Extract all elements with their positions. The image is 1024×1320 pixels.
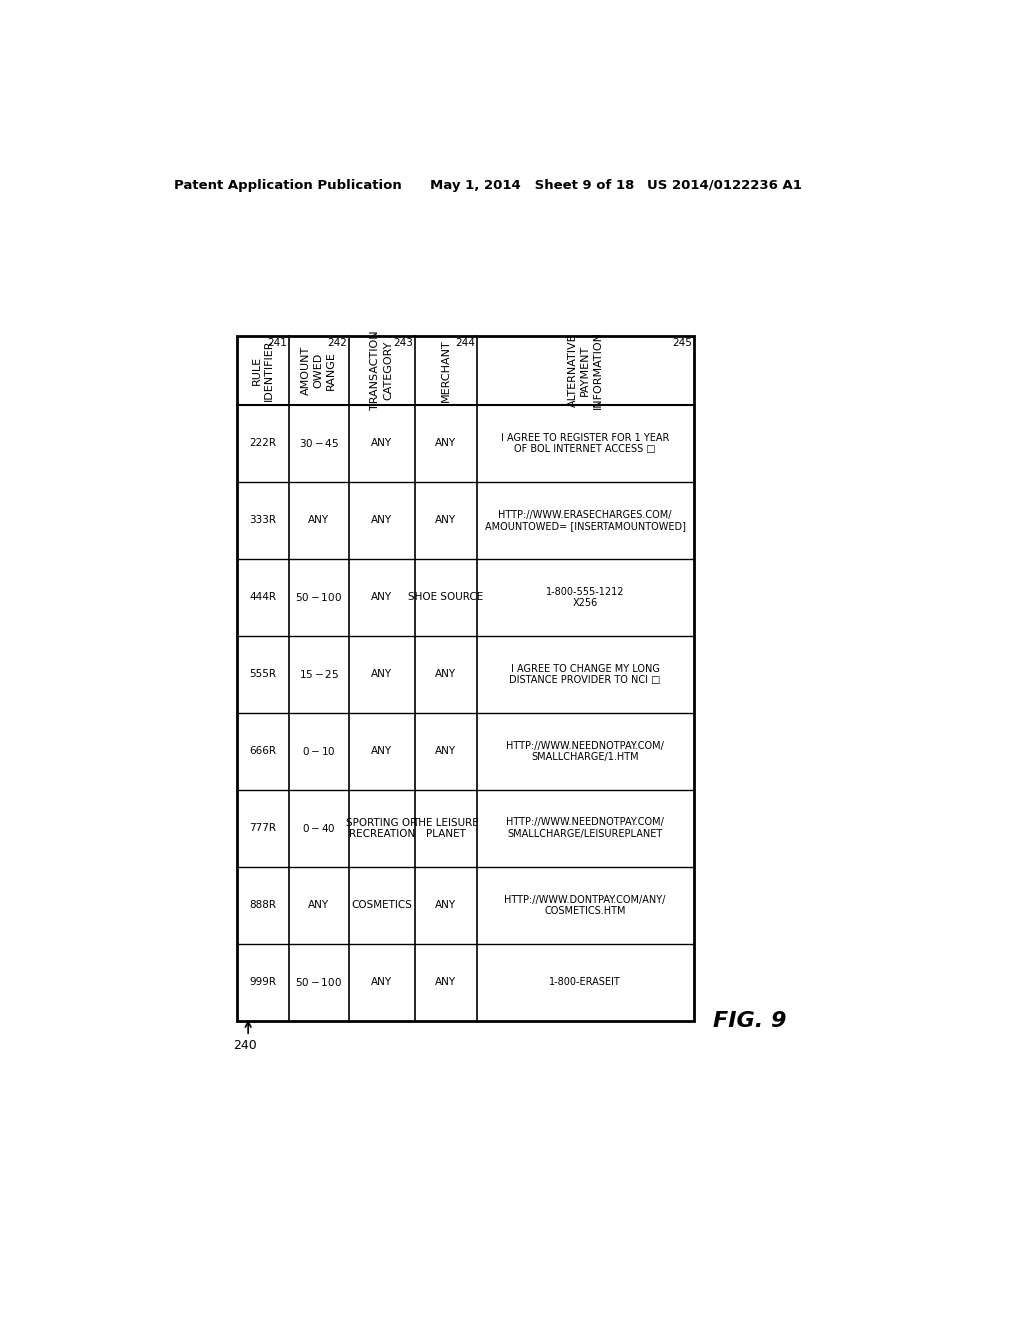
Text: ANY: ANY	[371, 977, 392, 987]
Text: ANY: ANY	[435, 438, 457, 449]
Text: HTTP://WWW.NEEDNOTPAY.COM/
SMALLCHARGE/LEISUREPLANET: HTTP://WWW.NEEDNOTPAY.COM/ SMALLCHARGE/L…	[506, 817, 665, 840]
Text: TRANSACTION
CATEGORY: TRANSACTION CATEGORY	[371, 330, 393, 411]
Text: $0 - $10: $0 - $10	[302, 746, 336, 758]
Text: US 2014/0122236 A1: US 2014/0122236 A1	[647, 178, 802, 191]
Text: ANY: ANY	[371, 515, 392, 525]
Bar	[237, 335, 693, 1020]
Text: RULE
IDENTIFIER: RULE IDENTIFIER	[252, 339, 274, 401]
Text: ANY: ANY	[371, 746, 392, 756]
Text: ANY: ANY	[435, 900, 457, 911]
Text: ANY: ANY	[308, 900, 330, 911]
Text: $15 - $25: $15 - $25	[299, 668, 339, 680]
Text: May 1, 2014   Sheet 9 of 18: May 1, 2014 Sheet 9 of 18	[430, 178, 635, 191]
Text: ALTERNATIVE
PAYMENT
INFORMATION: ALTERNATIVE PAYMENT INFORMATION	[567, 331, 602, 409]
Text: ANY: ANY	[371, 593, 392, 602]
Text: AMOUNT
OWED
RANGE: AMOUNT OWED RANGE	[301, 346, 336, 395]
Text: 888R: 888R	[249, 900, 276, 911]
Text: $0 - $40: $0 - $40	[302, 822, 336, 834]
Text: COSMETICS: COSMETICS	[351, 900, 412, 911]
Text: 244: 244	[455, 338, 475, 347]
Text: $30 - $45: $30 - $45	[299, 437, 339, 449]
Text: ANY: ANY	[435, 746, 457, 756]
Text: 222R: 222R	[249, 438, 276, 449]
Text: 333R: 333R	[249, 515, 276, 525]
Text: HTTP://WWW.NEEDNOTPAY.COM/
SMALLCHARGE/1.HTM: HTTP://WWW.NEEDNOTPAY.COM/ SMALLCHARGE/1…	[506, 741, 665, 762]
Text: ANY: ANY	[435, 669, 457, 680]
Text: ANY: ANY	[435, 515, 457, 525]
Text: SHOE SOURCE: SHOE SOURCE	[409, 593, 483, 602]
Text: ANY: ANY	[371, 438, 392, 449]
Text: 243: 243	[393, 338, 414, 347]
Text: MERCHANT: MERCHANT	[440, 339, 451, 401]
Text: 240: 240	[232, 1039, 256, 1052]
Text: 242: 242	[327, 338, 347, 347]
Text: THE LEISURE
PLANET: THE LEISURE PLANET	[413, 817, 479, 840]
Text: FIG. 9: FIG. 9	[713, 1011, 786, 1031]
Text: 777R: 777R	[249, 824, 276, 833]
Text: 1-800-555-1212
X256: 1-800-555-1212 X256	[546, 586, 625, 609]
Text: I AGREE TO CHANGE MY LONG
DISTANCE PROVIDER TO NCI □: I AGREE TO CHANGE MY LONG DISTANCE PROVI…	[510, 664, 660, 685]
Text: 444R: 444R	[249, 593, 276, 602]
Text: 245: 245	[673, 338, 692, 347]
Text: 241: 241	[267, 338, 288, 347]
Text: $50 - $100: $50 - $100	[295, 591, 342, 603]
Text: Patent Application Publication: Patent Application Publication	[174, 178, 402, 191]
Text: 555R: 555R	[249, 669, 276, 680]
Text: 1-800-ERASEIT: 1-800-ERASEIT	[549, 977, 621, 987]
Text: 999R: 999R	[249, 977, 276, 987]
Text: 666R: 666R	[249, 746, 276, 756]
Text: HTTP://WWW.DONTPAY.COM/ANY/
COSMETICS.HTM: HTTP://WWW.DONTPAY.COM/ANY/ COSMETICS.HT…	[505, 895, 666, 916]
Text: ANY: ANY	[435, 977, 457, 987]
Text: I AGREE TO REGISTER FOR 1 YEAR
OF BOL INTERNET ACCESS □: I AGREE TO REGISTER FOR 1 YEAR OF BOL IN…	[501, 433, 670, 454]
Text: ANY: ANY	[371, 669, 392, 680]
Text: SPORTING OR
RECREATION: SPORTING OR RECREATION	[346, 817, 418, 840]
Text: ANY: ANY	[308, 515, 330, 525]
Text: HTTP://WWW.ERASECHARGES.COM/
AMOUNTOWED= [INSERTAMOUNTOWED]: HTTP://WWW.ERASECHARGES.COM/ AMOUNTOWED=…	[484, 510, 686, 531]
Text: $50 - $100: $50 - $100	[295, 977, 342, 989]
